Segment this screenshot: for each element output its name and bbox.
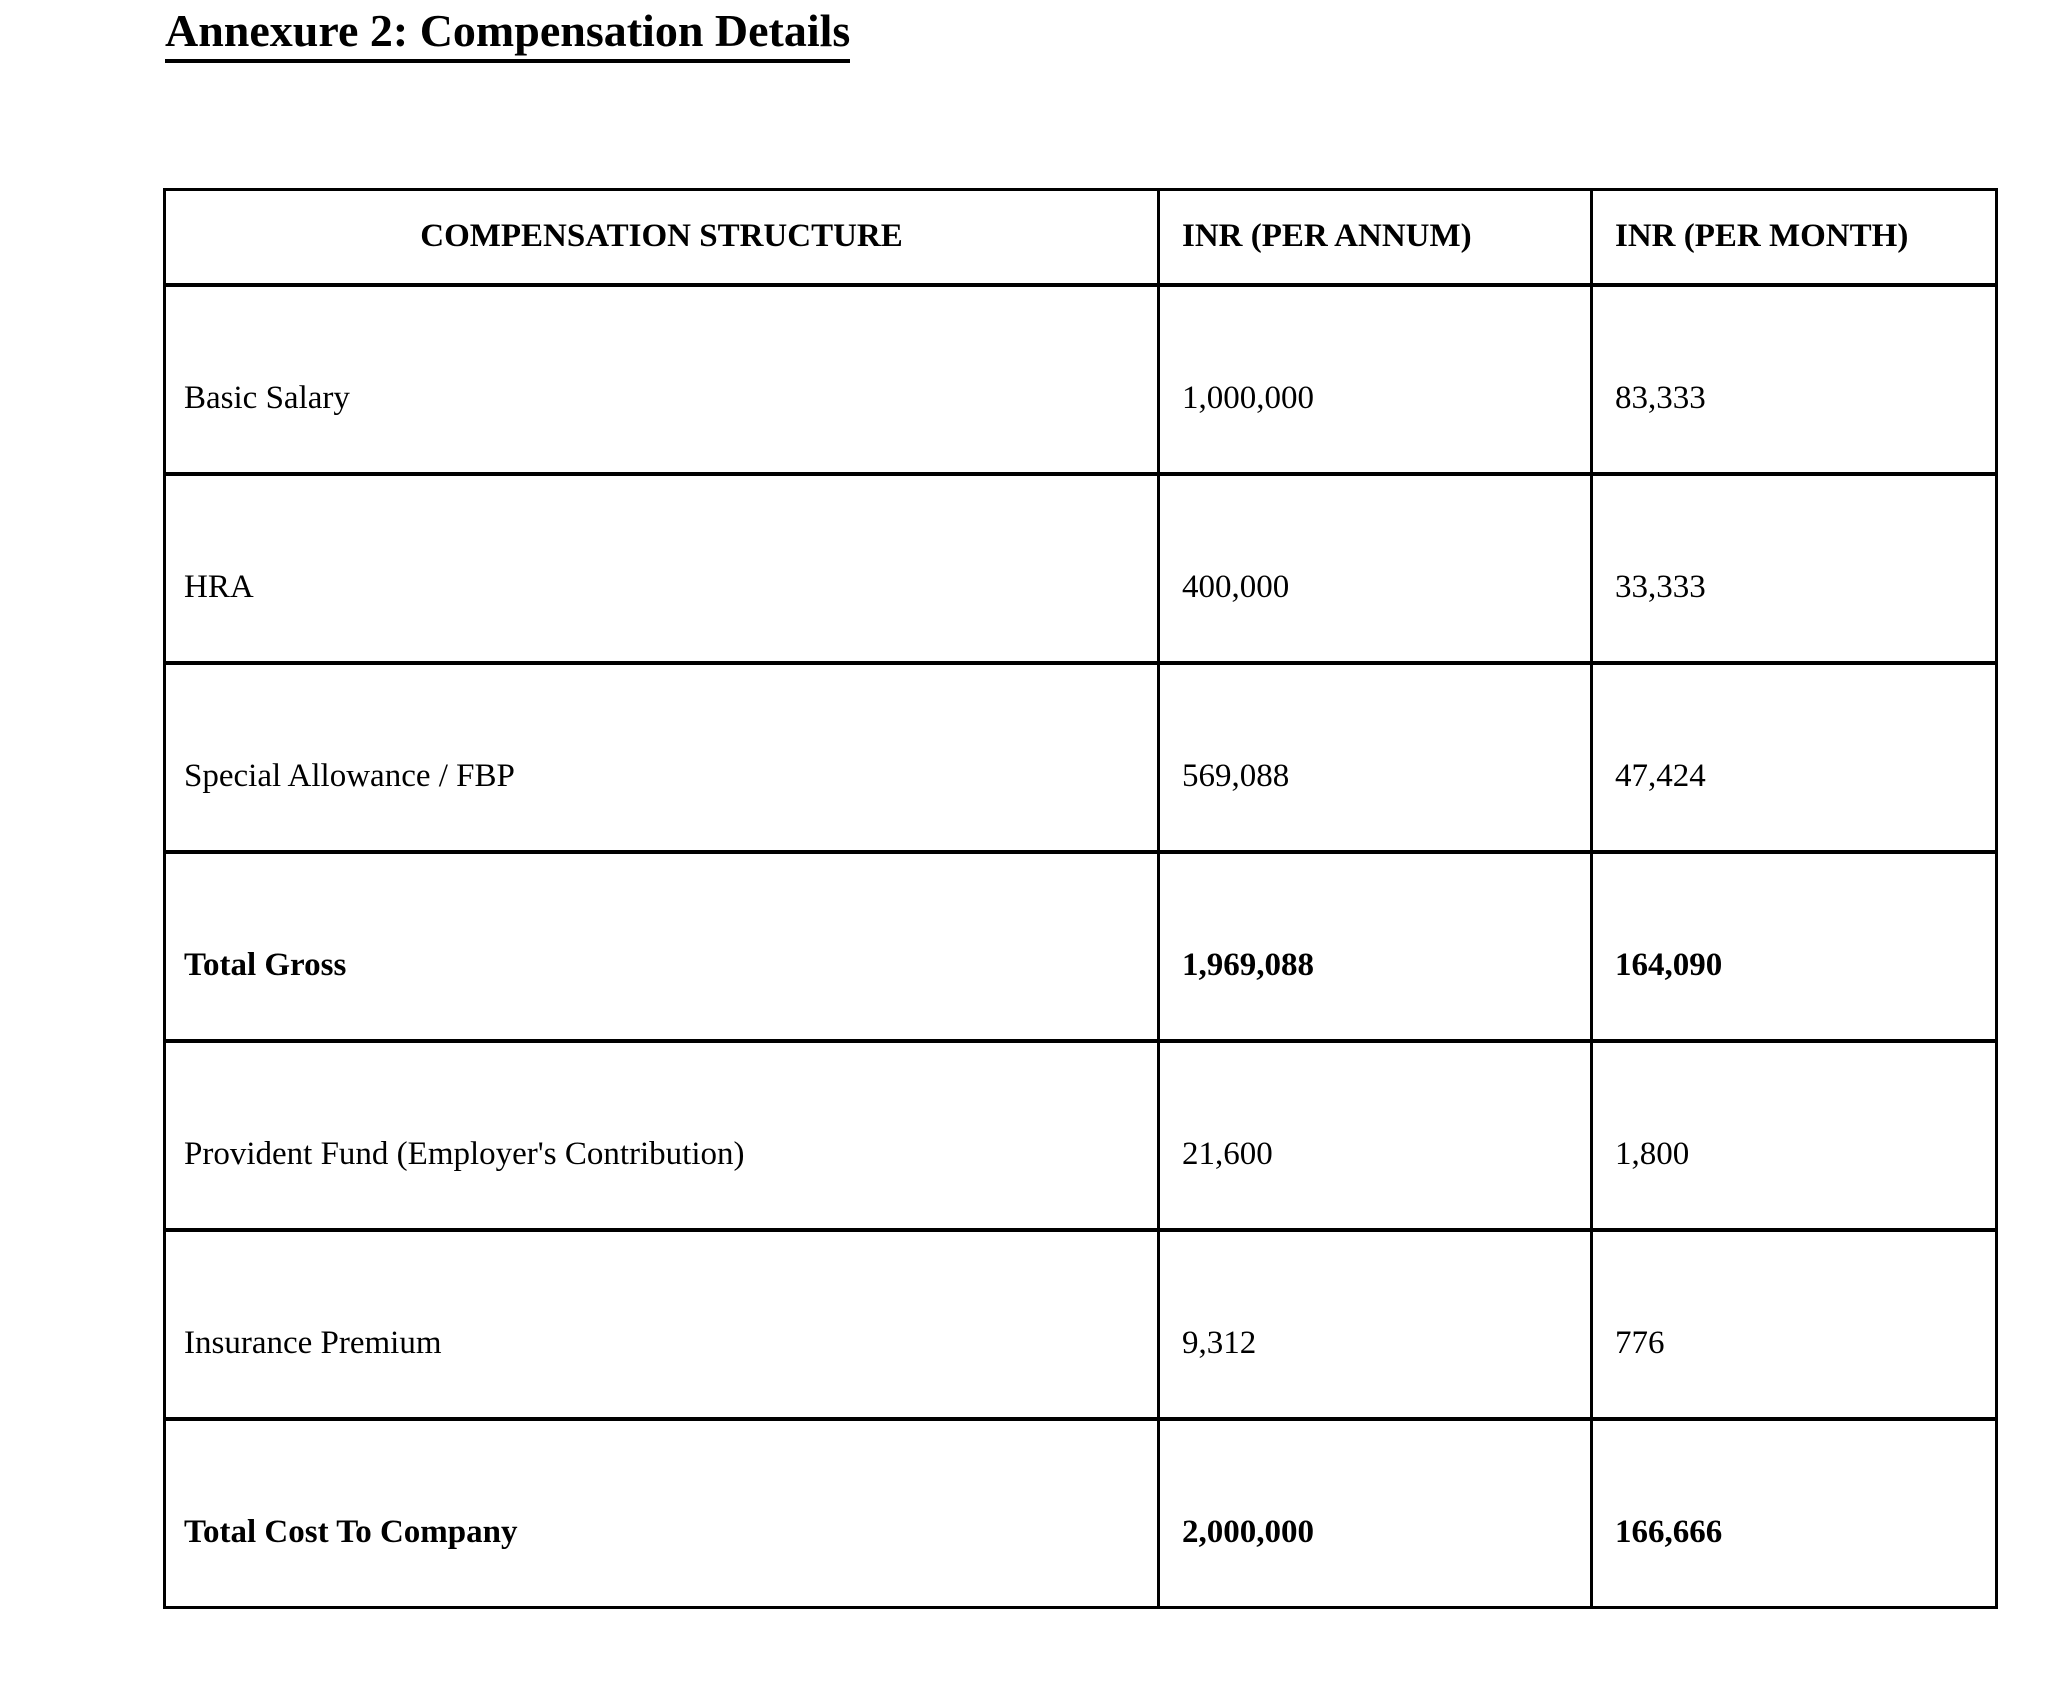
header-compensation-structure: COMPENSATION STRUCTURE [163,188,1160,286]
header-inr-per-annum: INR (PER ANNUM) [1157,188,1593,286]
cell-label: HRA [163,471,1160,664]
cell-label: Provident Fund (Employer's Contribution) [163,1038,1160,1231]
cell-label: Insurance Premium [163,1227,1160,1420]
table-header-row: COMPENSATION STRUCTURE INR (PER ANNUM) I… [163,188,1998,286]
cell-per-month: 1,800 [1590,1038,1998,1231]
header-inr-per-month: INR (PER MONTH) [1590,188,1998,286]
table-row-special-allowance-fbp: Special Allowance / FBP 569,088 47,424 [163,660,1998,853]
cell-label: Total Cost To Company [163,1416,1160,1609]
table-row-provident-fund: Provident Fund (Employer's Contribution)… [163,1038,1998,1231]
page-title-text: Annexure 2: Compensation Details [165,4,851,63]
cell-label: Total Gross [163,849,1160,1042]
cell-per-annum: 400,000 [1157,471,1593,664]
table-row-total-cost-to-company: Total Cost To Company 2,000,000 166,666 [163,1416,1998,1609]
cell-per-month: 164,090 [1590,849,1998,1042]
cell-label: Special Allowance / FBP [163,660,1160,853]
cell-per-annum: 1,969,088 [1157,849,1593,1042]
cell-per-month: 776 [1590,1227,1998,1420]
cell-label: Basic Salary [163,282,1160,475]
table-row-basic-salary: Basic Salary 1,000,000 83,333 [163,282,1998,475]
cell-per-annum: 569,088 [1157,660,1593,853]
table-row-total-gross: Total Gross 1,969,088 164,090 [163,849,1998,1042]
cell-per-month: 47,424 [1590,660,1998,853]
table-row-hra: HRA 400,000 33,333 [163,471,1998,664]
cell-per-annum: 21,600 [1157,1038,1593,1231]
cell-per-month: 33,333 [1590,471,1998,664]
cell-per-annum: 2,000,000 [1157,1416,1593,1609]
cell-per-annum: 1,000,000 [1157,282,1593,475]
page-title: Annexure 2: Compensation Details [165,4,851,63]
table-row-insurance-premium: Insurance Premium 9,312 776 [163,1227,1998,1420]
cell-per-month: 166,666 [1590,1416,1998,1609]
compensation-table: COMPENSATION STRUCTURE INR (PER ANNUM) I… [163,188,1998,1609]
cell-per-annum: 9,312 [1157,1227,1593,1420]
cell-per-month: 83,333 [1590,282,1998,475]
